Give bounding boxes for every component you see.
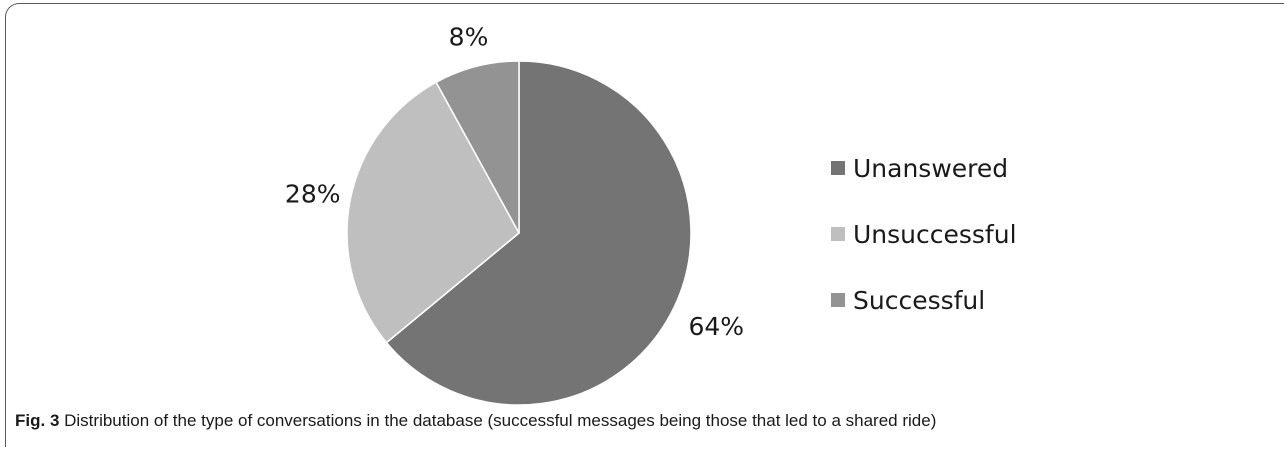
legend-swatch-unsuccessful: [831, 227, 845, 241]
percent-label-successful: 8%: [449, 22, 489, 51]
legend-label-unanswered: Unanswered: [853, 154, 1008, 183]
legend-swatch-unanswered: [831, 161, 845, 175]
pie-slice-successful: [435, 60, 520, 234]
pie-slice-unanswered: [385, 60, 692, 406]
legend-swatch-successful: [831, 293, 845, 307]
legend: Unanswered Unsuccessful Successful: [831, 154, 1017, 315]
figure-caption: Fig. 3 Distribution of the type of conve…: [15, 411, 936, 431]
legend-label-unsuccessful: Unsuccessful: [853, 220, 1017, 249]
percent-label-unsuccessful: 28%: [285, 180, 341, 209]
pie-slice-unsuccessful: [346, 81, 520, 344]
caption-text: Distribution of the type of conversation…: [59, 411, 937, 430]
caption-label: Fig. 3: [15, 411, 60, 430]
pie-slices: [346, 60, 692, 406]
legend-label-successful: Successful: [853, 286, 985, 315]
percent-label-unanswered: 64%: [688, 312, 744, 341]
pie-percent-labels: 64% 28% 8%: [285, 22, 744, 340]
figure-frame: [5, 3, 1284, 447]
